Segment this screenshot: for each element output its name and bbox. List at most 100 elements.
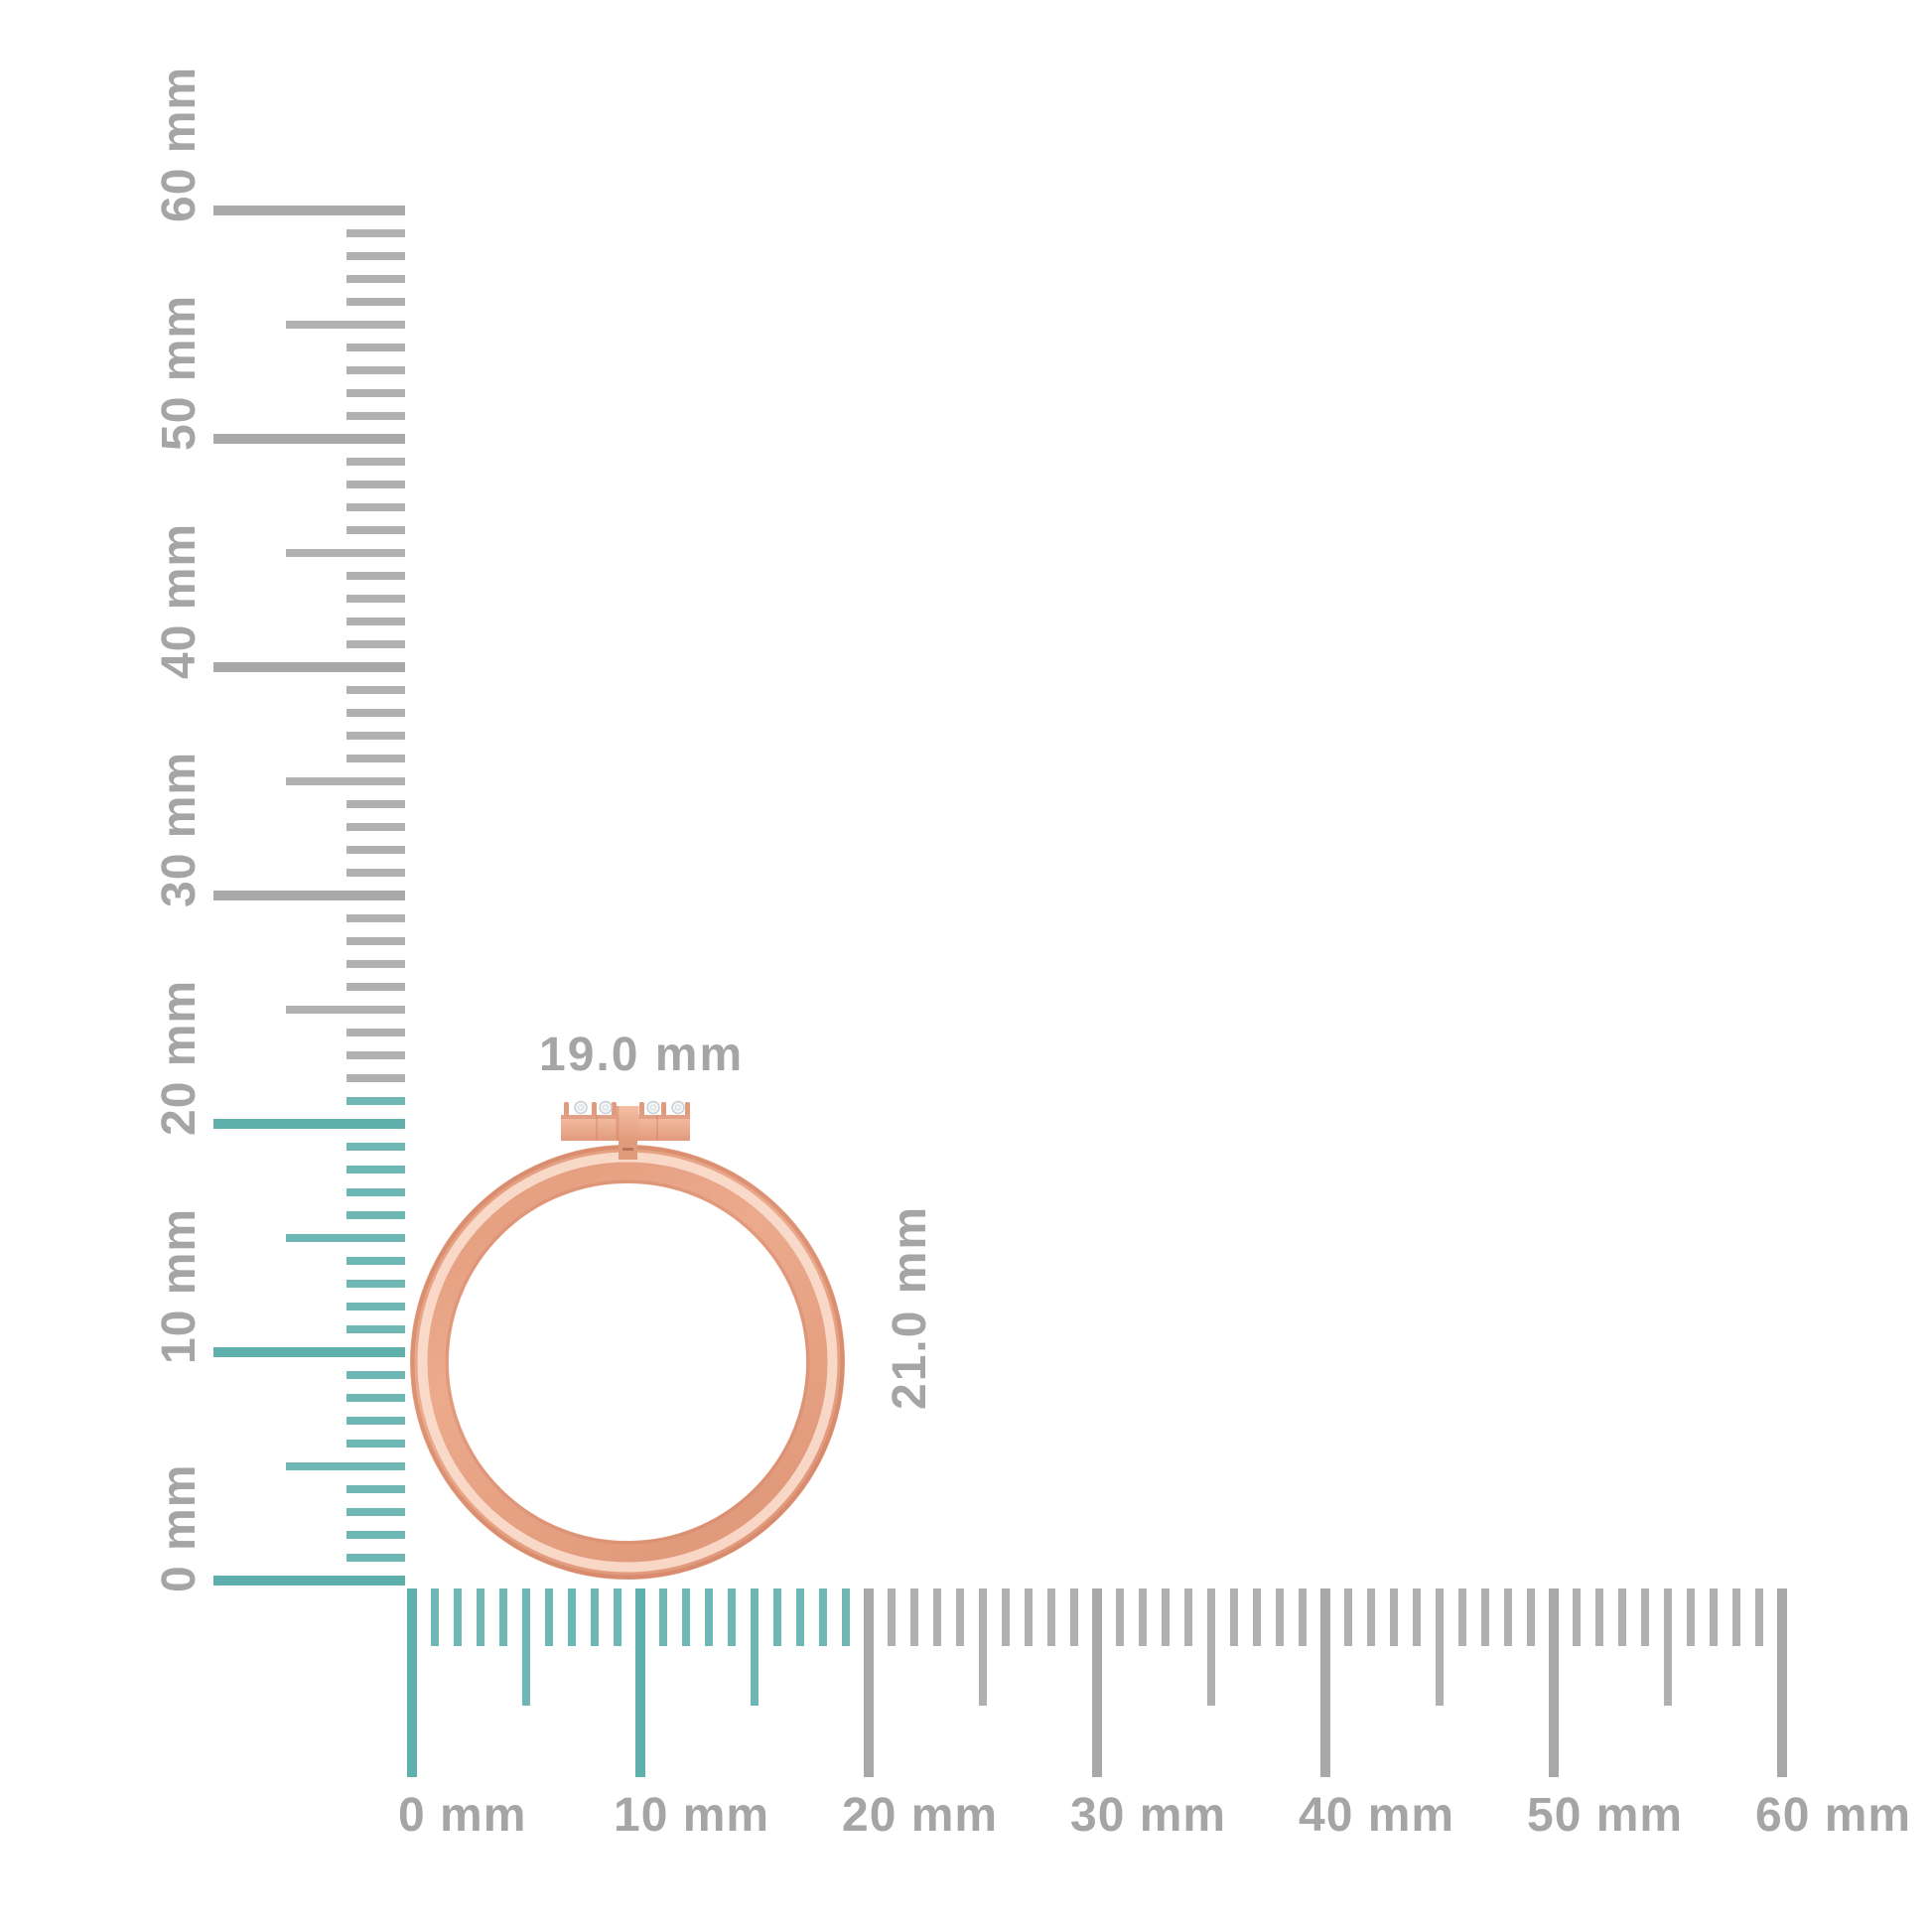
horizontal-ruler-tick-minor [1527, 1588, 1535, 1646]
vertical-ruler-tick-minor [346, 1303, 405, 1311]
ring-band [410, 1145, 845, 1580]
vertical-ruler-tick-half [286, 1006, 405, 1014]
vertical-ruler-tick-minor [346, 229, 405, 237]
horizontal-ruler-tick-major [407, 1588, 417, 1777]
prong [661, 1102, 666, 1116]
vertical-ruler-tick-minor [346, 1371, 405, 1379]
vertical-ruler-tick-minor [346, 298, 405, 306]
horizontal-ruler-tick-minor [477, 1588, 484, 1646]
prong [564, 1102, 569, 1116]
horizontal-ruler-tick-minor [933, 1588, 941, 1646]
horizontal-ruler-tick-minor [591, 1588, 599, 1646]
ring-band-inner-edge [445, 1179, 810, 1545]
horizontal-ruler-tick-minor [454, 1588, 462, 1646]
ring-band-body [410, 1145, 845, 1580]
horizontal-ruler-tick-minor [1710, 1588, 1718, 1646]
horizontal-ruler-tick-major [1092, 1588, 1102, 1777]
vertical-ruler-tick-minor [346, 503, 405, 511]
vertical-ruler-tick-minor [346, 1485, 405, 1493]
prong [612, 1102, 617, 1116]
vertical-ruler-tick-minor [346, 640, 405, 648]
horizontal-ruler-tick-minor [842, 1588, 850, 1646]
horizontal-ruler-tick-minor [1276, 1588, 1284, 1646]
horizontal-ruler-tick-minor [1367, 1588, 1375, 1646]
horizontal-ruler-tick-minor [910, 1588, 918, 1646]
height-dimension-label: 21.0 mm [884, 1204, 936, 1410]
vertical-ruler-tick-minor [346, 526, 405, 534]
horizontal-ruler-label: 10 mm [614, 1789, 770, 1842]
horizontal-ruler-tick-minor [1139, 1588, 1147, 1646]
horizontal-ruler-tick-minor [1047, 1588, 1055, 1646]
horizontal-ruler-tick-half [1664, 1588, 1672, 1706]
vertical-ruler-tick-minor [346, 800, 405, 808]
horizontal-ruler-tick-minor [956, 1588, 964, 1646]
vertical-ruler-tick-minor [346, 983, 405, 991]
vertical-ruler-tick-minor [346, 275, 405, 283]
horizontal-ruler-tick-minor [1732, 1588, 1740, 1646]
vertical-ruler-tick-minor [346, 412, 405, 420]
horizontal-ruler-tick-major [1549, 1588, 1559, 1777]
vertical-ruler-tick-major [213, 206, 405, 215]
vertical-ruler-tick-minor [346, 1029, 405, 1036]
horizontal-ruler-tick-minor [1299, 1588, 1307, 1646]
vertical-ruler-tick-minor [346, 595, 405, 603]
vertical-ruler-tick-minor [346, 481, 405, 488]
vertical-ruler-tick-half [286, 1234, 405, 1242]
vertical-ruler-tick-major [213, 662, 405, 672]
diamond-facet [603, 1104, 609, 1111]
ring-bezel-seam-left [596, 1115, 598, 1141]
horizontal-ruler-tick-minor [1184, 1588, 1192, 1646]
horizontal-ruler-tick-minor [568, 1588, 576, 1646]
horizontal-ruler-tick-major [864, 1588, 874, 1777]
vertical-ruler-tick-minor [346, 1394, 405, 1402]
ring-head-stem-notch [622, 1148, 633, 1151]
horizontal-ruler-tick-minor [1504, 1588, 1512, 1646]
vertical-ruler-tick-minor [346, 1417, 405, 1425]
horizontal-ruler-tick-half [522, 1588, 530, 1706]
horizontal-ruler-tick-half [751, 1588, 759, 1706]
vertical-ruler-tick-minor [346, 1097, 405, 1105]
vertical-ruler-tick-minor [346, 869, 405, 877]
horizontal-ruler-tick-major [635, 1588, 645, 1777]
horizontal-ruler-tick-minor [1002, 1588, 1010, 1646]
horizontal-ruler-tick-minor [796, 1588, 804, 1646]
vertical-ruler-tick-half [286, 777, 405, 785]
horizontal-ruler-tick-minor [1230, 1588, 1238, 1646]
vertical-ruler-tick-minor [346, 572, 405, 580]
vertical-ruler-tick-minor [346, 1531, 405, 1539]
horizontal-ruler-tick-minor [1253, 1588, 1261, 1646]
vertical-ruler-tick-half [286, 549, 405, 557]
horizontal-ruler-tick-minor [819, 1588, 827, 1646]
horizontal-ruler-tick-minor [1116, 1588, 1124, 1646]
vertical-ruler-tick-minor [346, 618, 405, 625]
diamond-stone [599, 1100, 613, 1115]
horizontal-ruler-label: 20 mm [842, 1789, 999, 1842]
vertical-ruler-tick-minor [346, 458, 405, 466]
vertical-ruler-tick-major [213, 1347, 405, 1357]
vertical-ruler-tick-minor [346, 389, 405, 397]
horizontal-ruler-tick-minor [499, 1588, 507, 1646]
vertical-ruler-tick-half [286, 321, 405, 329]
vertical-ruler-tick-major [213, 1576, 405, 1586]
horizontal-ruler-tick-minor [545, 1588, 553, 1646]
vertical-ruler-tick-minor [346, 937, 405, 945]
vertical-ruler-tick-minor [346, 755, 405, 762]
horizontal-ruler-tick-major [1320, 1588, 1330, 1777]
vertical-ruler-tick-minor [346, 846, 405, 854]
horizontal-ruler-tick-minor [1595, 1588, 1603, 1646]
vertical-ruler-tick-major [213, 1119, 405, 1129]
ring-center-block-edge [616, 1106, 620, 1141]
vertical-ruler-tick-minor [346, 732, 405, 740]
horizontal-ruler-tick-minor [1687, 1588, 1695, 1646]
horizontal-ruler-tick-minor [705, 1588, 713, 1646]
horizontal-ruler-label: 40 mm [1299, 1789, 1455, 1842]
horizontal-ruler-tick-minor [431, 1588, 439, 1646]
horizontal-ruler-tick-minor [614, 1588, 621, 1646]
vertical-ruler-tick-minor [346, 1074, 405, 1082]
horizontal-ruler-tick-minor [1755, 1588, 1763, 1646]
horizontal-ruler-tick-half [1436, 1588, 1444, 1706]
vertical-ruler-tick-minor [346, 1554, 405, 1562]
ring-bezel-seam-right [656, 1115, 658, 1141]
vertical-ruler-tick-minor [346, 960, 405, 968]
